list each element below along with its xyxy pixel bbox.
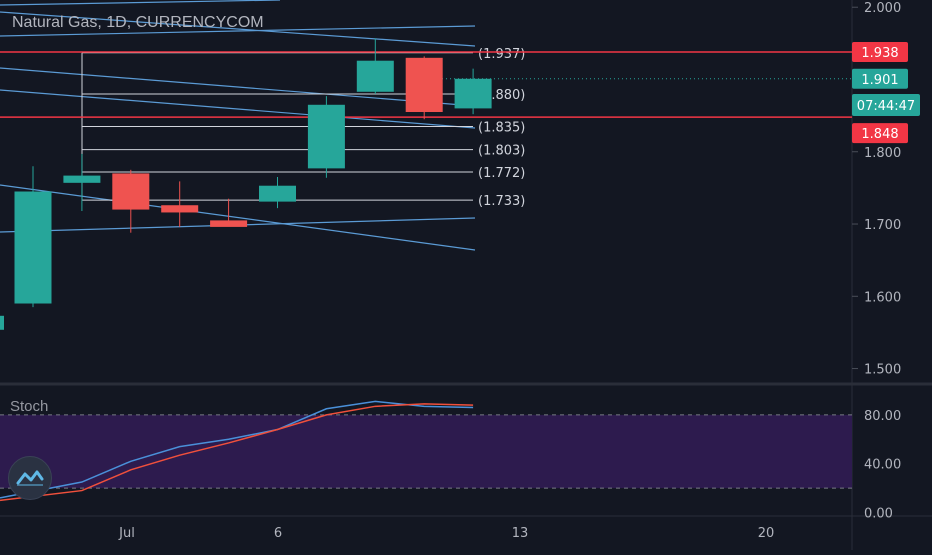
stoch-tick-label: 0.00 xyxy=(864,507,893,522)
time-tick-label: Jul xyxy=(118,526,135,541)
trendline xyxy=(0,0,281,6)
candle-body xyxy=(14,191,52,304)
tradingview-logo-icon[interactable] xyxy=(8,456,52,500)
trendline xyxy=(0,184,476,251)
candle-body xyxy=(161,205,199,213)
fib-label: (1.937) xyxy=(478,47,525,62)
trendlines xyxy=(0,0,476,251)
countdown-badge: 07:44:47 xyxy=(857,99,915,114)
trendline xyxy=(0,25,476,37)
candle-body xyxy=(454,78,492,109)
stoch-panel xyxy=(0,400,852,502)
price-badge: 1.848 xyxy=(861,127,898,142)
price-tick-label: 1.700 xyxy=(864,218,901,233)
candle-body xyxy=(405,57,443,113)
trendline xyxy=(0,11,476,47)
candle-body xyxy=(307,104,345,169)
price-tick-label: 1.500 xyxy=(864,363,901,378)
time-tick-label: 13 xyxy=(512,526,529,541)
stoch-tick-label: 80.00 xyxy=(864,409,901,424)
trendline xyxy=(0,67,476,107)
trendline xyxy=(0,89,476,129)
stoch-tick-label: 40.00 xyxy=(864,458,901,473)
horizontal-lines xyxy=(0,51,852,118)
candle-body xyxy=(356,60,394,92)
time-tick-label: 20 xyxy=(758,526,775,541)
candle-body xyxy=(259,185,296,202)
price-tick-label: 2.000 xyxy=(864,1,901,16)
price-badge: 1.938 xyxy=(861,46,898,61)
time-tick-label: 6 xyxy=(274,526,282,541)
candle-body xyxy=(112,173,150,210)
last-price-badge: 1.901 xyxy=(861,73,898,88)
stoch-label: Stoch xyxy=(10,398,49,415)
candle-body xyxy=(210,220,248,227)
price-tick-label: 1.600 xyxy=(864,290,901,305)
stoch-series-line xyxy=(0,403,474,502)
last-price-badge-bg xyxy=(852,68,908,89)
fib-label: (1.772) xyxy=(478,166,525,181)
fib-label: (1.835) xyxy=(478,120,525,135)
candles xyxy=(0,38,492,330)
stoch-band xyxy=(0,414,852,489)
countdown-badge-bg xyxy=(852,94,920,116)
price-badge-bg xyxy=(852,42,908,63)
price-badge-bg xyxy=(852,123,908,144)
fib-label: (1.733) xyxy=(478,194,525,209)
chart-title: Natural Gas, 1D, CURRENCYCOM xyxy=(12,14,264,31)
price-axis: 2.0001.9001.8001.7001.6001.50080.0040.00… xyxy=(118,1,920,541)
fib-label: (1.803) xyxy=(478,144,525,159)
price-tick-label: 1.800 xyxy=(864,146,901,161)
candle-body xyxy=(63,175,101,183)
candle-body xyxy=(0,315,4,330)
stoch-series-line xyxy=(0,400,474,499)
